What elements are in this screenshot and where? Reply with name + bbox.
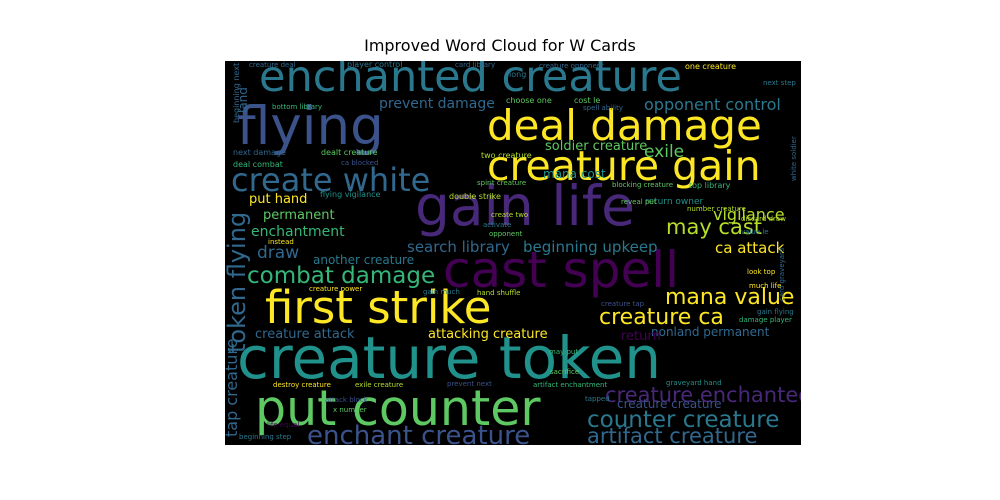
- word-sacrifice: sacrifice: [550, 368, 579, 376]
- word-instead: instead: [268, 238, 294, 246]
- word-graveyard-hand: graveyard hand: [666, 379, 722, 387]
- word-artifact-creature: artifact creature: [587, 424, 757, 445]
- word-hand-shuffle: hand shuffle: [477, 289, 520, 297]
- word-creature-attack: creature attack: [255, 327, 355, 342]
- word-may-cast: may cast: [666, 215, 762, 239]
- word-white-soldier: white soldier: [790, 136, 798, 181]
- word-look-top: look top: [747, 268, 776, 276]
- word-destroy-creature: destroy creature: [273, 381, 331, 389]
- word-ca-attack: ca attack: [715, 239, 785, 257]
- word-vigilance: vigilance: [713, 205, 785, 224]
- word-activate: activate: [483, 221, 511, 229]
- word-mana-cost: mana cost: [543, 167, 606, 181]
- word-opponent-control: opponent control: [644, 95, 781, 114]
- word-draw: draw: [257, 243, 299, 263]
- word-gain-life: gain life: [415, 174, 635, 238]
- word-creature-deal: creature deal: [249, 61, 296, 69]
- word-cost-le: cost le: [574, 96, 600, 105]
- word-creature-creature: creature creature: [617, 397, 722, 411]
- word-gain-flying: gain flying: [757, 308, 794, 316]
- word-reveal-put: reveal put: [621, 198, 657, 206]
- word-mana-value: mana value: [665, 285, 794, 310]
- word-life-equal: life equal: [267, 421, 299, 429]
- word-x-number: x number: [333, 406, 367, 414]
- word-put-hand: put hand: [249, 192, 307, 207]
- word-nonland-permanent: nonland permanent: [651, 325, 770, 339]
- word-prevent-next: prevent next: [447, 380, 492, 388]
- word-cloud-canvas: creature token gain life flying cast spell p…: [225, 61, 801, 445]
- word-top-library: top library: [689, 181, 731, 190]
- word-creature-enchanted: creature enchanted: [605, 383, 801, 407]
- word-next-step: next step: [763, 79, 796, 87]
- word-cloud: creature token gain life flying cast spell p…: [225, 61, 801, 445]
- word-two-creature: two creature: [481, 151, 532, 160]
- word-beginning-upkeep: beginning upkeep: [523, 238, 658, 256]
- word-attack-block: attack block: [325, 396, 369, 404]
- word-creature-ca: creature ca: [599, 305, 724, 330]
- word-player-control: player control: [347, 61, 402, 69]
- word-artifact-enchantment: artifact enchantment: [533, 381, 607, 389]
- word-number-creature: number creature: [687, 205, 746, 213]
- word-next-damage: next damage: [233, 148, 286, 157]
- word-may-put: may put: [549, 348, 578, 356]
- word-enchant-creature: enchant creature: [307, 421, 530, 445]
- word-deal-combat: deal combat: [233, 160, 283, 169]
- word-search-library: search library: [407, 238, 510, 256]
- word-deal-damage: deal damage: [487, 101, 762, 150]
- word-choose-one: choose one: [506, 96, 552, 105]
- word-much-life: much life: [749, 282, 781, 290]
- word-ca-blocked: ca blocked: [341, 159, 378, 167]
- word-spell-ability: spell ability: [583, 104, 623, 112]
- word-soldier-creature: soldier creature: [545, 139, 647, 154]
- word-creature-gain: creature gain: [487, 142, 761, 190]
- word-another-creature: another creature: [313, 253, 414, 267]
- word-return-owner: return owner: [645, 197, 703, 207]
- word-create-two: create two: [491, 211, 528, 219]
- word-tap-creature: tap creature: [225, 339, 241, 437]
- word-dealt-creature: dealt creature: [321, 148, 377, 157]
- word-discard-draw: discard draw: [741, 215, 786, 223]
- word-creature-opponent: creature opponent: [539, 62, 604, 70]
- word-beginning-next: beginning next: [232, 63, 241, 123]
- word-combat-damage: combat damage: [247, 263, 435, 289]
- word-flying-vigilance: flying vigilance: [320, 190, 381, 199]
- word-exile: exile: [644, 142, 684, 162]
- word-creature-tap: creature tap: [601, 300, 645, 308]
- word-creature-token: creature token: [237, 324, 661, 392]
- word-land: land: [236, 87, 250, 113]
- word-cast-spell: cast spell: [443, 241, 679, 299]
- word-return: return: [621, 329, 661, 344]
- word-counter-creature: counter creature: [587, 407, 779, 433]
- word-permanent: permanent: [263, 208, 335, 223]
- word-damage-player: damage player: [739, 316, 792, 324]
- word-flying: flying: [237, 96, 384, 157]
- word-spirit-creature: spirit creature: [477, 179, 526, 187]
- word-value-le: value le: [741, 228, 769, 236]
- word-exile-creature: exile creature: [355, 381, 403, 389]
- word-enchantment: enchantment: [251, 224, 345, 240]
- word-long: long: [509, 70, 526, 79]
- word-enchanted-creature: enchanted creature: [259, 61, 682, 102]
- word-double-strike: double strike: [449, 192, 501, 201]
- word-first-strike: first strike: [265, 281, 491, 334]
- word-beginning-step: beginning step: [239, 433, 292, 441]
- chart-title: Improved Word Cloud for W Cards: [364, 36, 636, 55]
- word-create-white: create white: [231, 161, 430, 199]
- word-creature-power: creature power: [309, 285, 362, 293]
- word-bottom-library: bottom library: [272, 103, 322, 111]
- word-gain-much: gain much: [423, 288, 460, 296]
- word-one-creature: one creature: [685, 62, 736, 71]
- word-token-flying: token flying: [225, 212, 251, 353]
- word-card-graveyard: card graveyard: [778, 248, 786, 301]
- word-attacking-creature: attacking creature: [428, 327, 548, 342]
- word-put-counter: put counter: [255, 380, 541, 437]
- word-tapped: tapped: [585, 395, 610, 403]
- word-opponent: opponent: [489, 230, 523, 238]
- word-card-library: card library: [455, 61, 495, 69]
- word-blocking-creature: blocking creature: [612, 181, 673, 189]
- word-prevent-damage: prevent damage: [379, 96, 495, 112]
